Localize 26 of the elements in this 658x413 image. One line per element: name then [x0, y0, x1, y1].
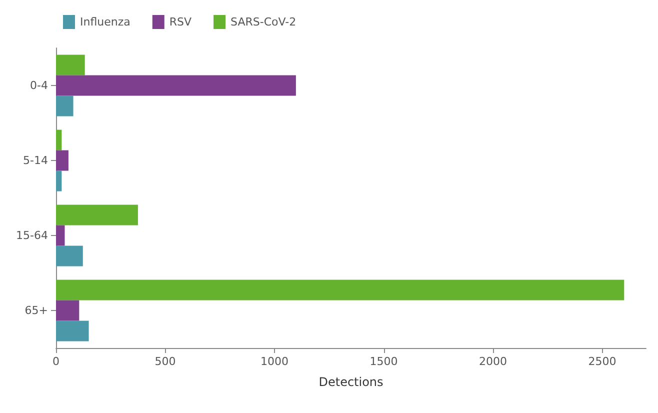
bar — [56, 280, 624, 300]
bar — [56, 300, 80, 321]
legend-label: SARS-CoV-2 — [230, 16, 296, 28]
bar — [56, 75, 296, 96]
x-tick-label: 2000 — [479, 355, 508, 368]
y-tick-label: 0-4 — [30, 79, 48, 92]
bar — [56, 320, 89, 342]
bar — [56, 130, 62, 150]
legend-label: RSV — [169, 16, 192, 28]
bar — [56, 170, 62, 192]
bar — [56, 204, 138, 226]
bar — [56, 54, 85, 76]
y-tick-label: 15-64 — [16, 229, 48, 242]
legend-label: Influenza — [80, 16, 130, 28]
x-tick-label: 1000 — [260, 355, 289, 368]
bar — [56, 96, 74, 116]
y-tick-label: 65+ — [24, 304, 48, 317]
y-tick-label: 5-14 — [23, 154, 48, 167]
x-tick-label: 1500 — [370, 355, 398, 368]
x-tick-label: 500 — [154, 355, 176, 368]
x-tick-label: 2500 — [588, 355, 616, 368]
bar — [56, 150, 68, 171]
x-axis-title: Detections — [318, 375, 384, 389]
bar — [56, 246, 83, 266]
bar — [56, 225, 65, 246]
x-tick-label: 0 — [52, 355, 60, 368]
